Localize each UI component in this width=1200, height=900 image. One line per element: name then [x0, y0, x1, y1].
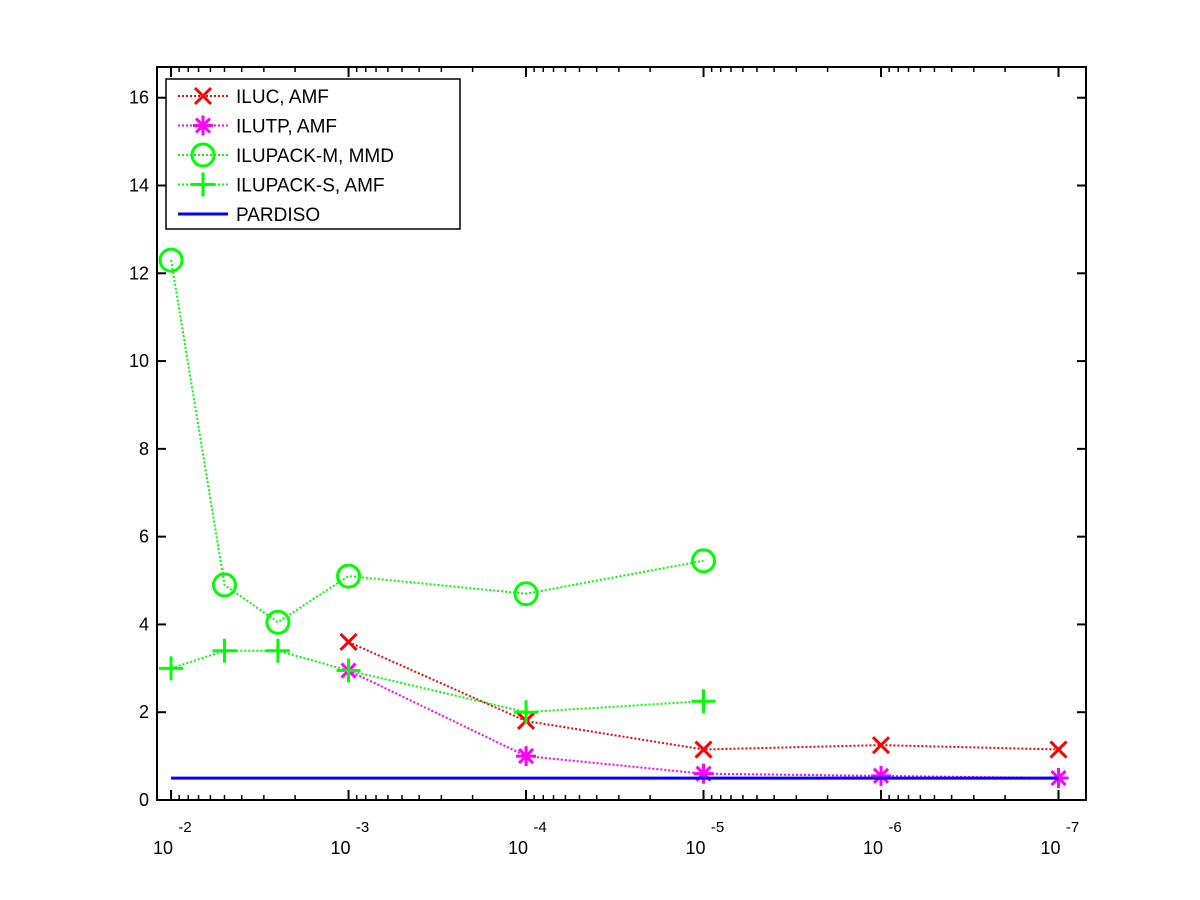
data-point-ilupack-m-mmd — [691, 548, 717, 574]
marker-stroke — [265, 609, 291, 635]
x-tick-label-base: 10 — [1040, 838, 1060, 858]
y-tick-label: 10 — [129, 351, 149, 371]
y-tick-label: 0 — [139, 790, 149, 810]
marker-stroke — [158, 247, 184, 273]
legend-label: ILUC, AMF — [236, 87, 329, 108]
data-point-ilupack-s-amf — [514, 700, 539, 725]
marker-stroke — [339, 632, 358, 652]
legend-marker — [193, 86, 213, 106]
axes: 0 2 4 6 8 10 12 14 16 10 -2 10 -3 10 -4 10 -5 10 -6 10 -7 — [129, 66, 1087, 858]
data-point-ilupack-s-amf — [336, 658, 361, 683]
data-point-ilupack-s-amf — [265, 638, 290, 663]
x-tick-label-exponent: -7 — [1066, 819, 1079, 836]
x-tick-label-exponent: -2 — [178, 819, 191, 836]
y-tick-label: 2 — [139, 702, 149, 722]
marker-stroke — [691, 548, 717, 574]
legend-marker — [193, 115, 213, 136]
series-ilupack-s-amf — [159, 638, 716, 725]
plot-area — [158, 247, 1069, 789]
y-tick-label: 12 — [129, 263, 149, 283]
legend-item-ilupack-m-mmd: ILUPACK-M, MMD — [178, 142, 394, 168]
data-point-ilupack-m-mmd — [336, 563, 362, 589]
marker-stroke — [694, 740, 713, 759]
x-tick-label-exponent: -3 — [356, 819, 369, 836]
marker-stroke — [211, 572, 237, 598]
data-point-ilupack-m-mmd — [265, 609, 291, 635]
data-point-ilupack-s-amf — [691, 689, 716, 714]
legend-item-iluc-amf: ILUC, AMF — [178, 86, 329, 108]
legend-label: PARDISO — [236, 205, 320, 226]
data-point-iluc-amf — [339, 632, 358, 652]
marker-stroke — [190, 142, 216, 168]
legend-item-ilutp-amf: ILUTP, AMF — [178, 115, 337, 138]
series-iluc-amf — [339, 632, 1068, 759]
marker-stroke — [517, 748, 535, 765]
x-tick-label-base: 10 — [686, 838, 706, 858]
legend-marker — [191, 172, 215, 197]
data-point-ilupack-m-mmd — [513, 581, 539, 607]
data-point-ilupack-s-amf — [159, 656, 184, 681]
data-point-ilutp-amf — [871, 765, 892, 786]
y-tick-label: 16 — [129, 88, 149, 108]
series-line-ilutp-amf — [348, 669, 1059, 780]
legend-item-pardiso: PARDISO — [178, 205, 320, 226]
x-tick-label-base: 10 — [863, 838, 883, 858]
x-tick-label-base: 10 — [153, 838, 173, 858]
marker-stroke — [1049, 740, 1068, 759]
marker-stroke — [193, 86, 213, 106]
data-point-iluc-amf — [1049, 740, 1068, 759]
series-ilutp-amf — [338, 660, 1069, 789]
legend-label: ILUTP, AMF — [236, 117, 337, 138]
data-point-ilupack-s-amf — [212, 638, 237, 663]
data-point-ilupack-m-mmd — [211, 572, 237, 598]
data-point-ilutp-amf — [516, 746, 537, 767]
x-tick-label-exponent: -5 — [711, 819, 724, 836]
data-point-iluc-amf — [694, 740, 713, 759]
y-tick-label: 14 — [129, 176, 149, 196]
y-tick-label: 8 — [139, 439, 149, 459]
series-line-iluc-amf — [348, 641, 1059, 751]
x-tick-label-exponent: -4 — [533, 819, 546, 836]
marker-stroke — [1050, 769, 1067, 787]
marker-stroke — [513, 581, 539, 607]
legend: ILUC, AMF ILUTP, AMF ILUPACK-M, MMD ILUPACK… — [165, 78, 461, 230]
marker-stroke — [336, 563, 362, 589]
data-point-ilupack-m-mmd — [158, 247, 184, 273]
marker-stroke — [194, 117, 212, 134]
series-ilupack-m-mmd — [158, 247, 717, 635]
y-tick-label: 6 — [139, 527, 149, 547]
x-tick-label-base: 10 — [331, 838, 351, 858]
x-tick-label-base: 10 — [508, 838, 528, 858]
legend-label: ILUPACK-M, MMD — [236, 146, 394, 167]
marker-stroke — [871, 736, 891, 755]
data-point-iluc-amf — [871, 736, 891, 755]
axes-box — [156, 66, 1087, 801]
legend-marker — [190, 142, 216, 168]
marker-stroke — [872, 767, 890, 784]
y-tick-label: 4 — [139, 614, 149, 634]
legend-label: ILUPACK-S, AMF — [236, 176, 385, 197]
data-point-ilutp-amf — [693, 763, 714, 784]
legend-item-ilupack-s-amf: ILUPACK-S, AMF — [178, 172, 385, 197]
x-tick-label-exponent: -6 — [888, 819, 901, 836]
series-line-ilupack-m-mmd — [170, 259, 704, 624]
